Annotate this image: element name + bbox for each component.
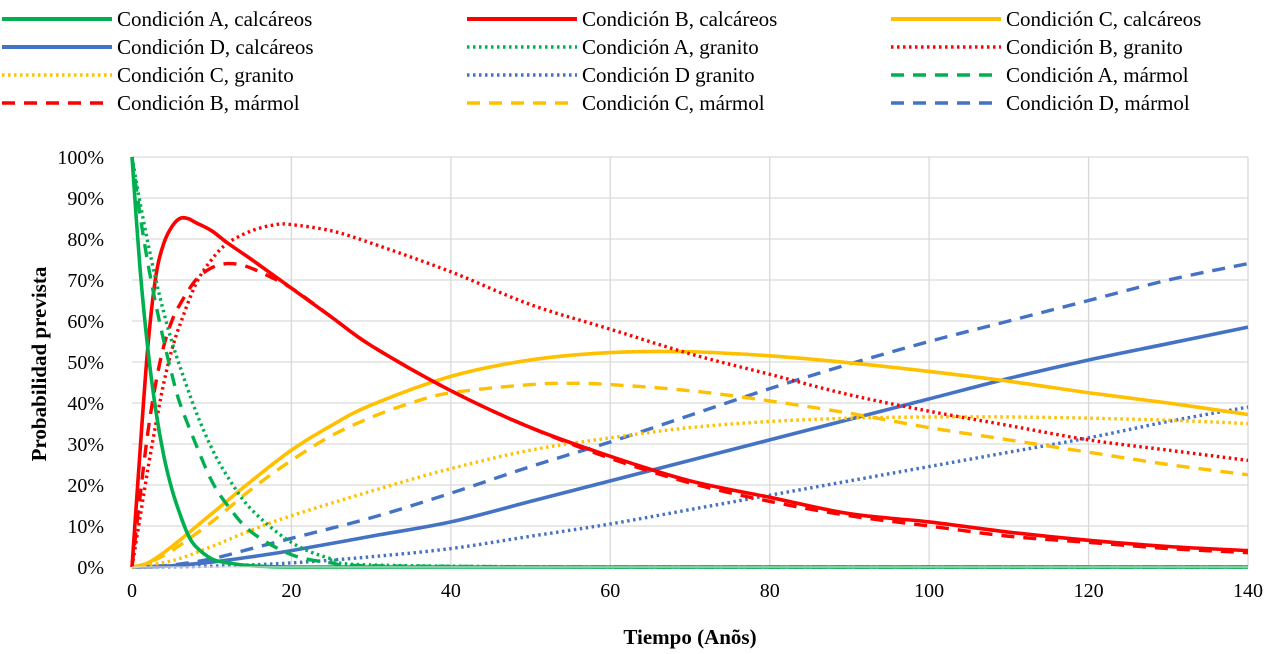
legend-entry-condicion-c-calcareos: Condición C, calcáreos: [891, 7, 1201, 31]
legend-label: Condición A, calcáreos: [117, 7, 312, 31]
y-tick-label: 20%: [67, 475, 104, 497]
chart-axes: 0% 10% 20% 30% 40% 50% 60% 70% 80% 90% 100% 0 20 40 60…: [57, 147, 1263, 602]
legend-label: Condición A, granito: [582, 35, 759, 59]
y-tick-label: 0%: [77, 557, 104, 579]
y-tick-label: 50%: [67, 352, 104, 374]
series-line-condicion-d-granito: [131, 405, 1249, 569]
legend-label: Condición B, calcáreos: [582, 7, 777, 31]
x-tick-label: 80: [760, 580, 780, 602]
legend-label: Condición A, mármol: [1006, 63, 1189, 87]
chart-legend: Condición A, calcáreos Condición B, calcá…: [2, 7, 1201, 115]
y-tick-label: 70%: [67, 270, 104, 292]
series-line-condicion-d-calcareos: [131, 325, 1249, 569]
series-line-condicion-d-marmol: [131, 261, 1249, 569]
legend-entry-condicion-a-calcareos: Condición A, calcáreos: [2, 7, 312, 31]
series-line-condicion-a-marmol: [130, 156, 1248, 569]
legend-entry-condicion-a-marmol: Condición A, mármol: [891, 63, 1189, 87]
legend-label: Condición B, mármol: [117, 91, 300, 115]
series-line-condicion-b-granito: [130, 222, 1249, 568]
x-tick-label: 20: [281, 580, 301, 602]
y-tick-label: 40%: [67, 393, 104, 415]
x-tick-label: 140: [1233, 580, 1263, 602]
x-tick-label: 60: [600, 580, 620, 602]
legend-entry-condicion-a-granito: Condición A, granito: [467, 35, 759, 59]
y-tick-label: 60%: [67, 311, 104, 333]
legend-entry-condicion-b-marmol: Condición B, mármol: [2, 91, 300, 115]
y-tick-label: 10%: [67, 516, 104, 538]
series-line-condicion-c-calcareos: [131, 349, 1249, 569]
series-line-condicion-c-marmol: [131, 381, 1249, 569]
legend-entry-condicion-d-granito: Condición D granito: [467, 63, 755, 87]
legend-entry-condicion-d-calcareos: Condición D, calcáreos: [2, 35, 314, 59]
legend-label: Condición C, granito: [117, 63, 294, 87]
series-line-condicion-b-marmol: [130, 261, 1249, 568]
series-line-condicion-a-granito: [130, 156, 1248, 569]
legend-entry-condicion-c-marmol: Condición C, mármol: [467, 91, 765, 115]
x-tick-label: 40: [441, 580, 461, 602]
x-tick-label: 100: [914, 580, 944, 602]
x-tick-label: 0: [127, 580, 137, 602]
legend-label: Condición D, calcáreos: [117, 35, 314, 59]
x-tick-label: 120: [1074, 580, 1104, 602]
legend-label: Condición D granito: [582, 63, 755, 87]
legend-label: Condición C, calcáreos: [1006, 7, 1201, 31]
y-axis-title: Probabilidad prevista: [27, 266, 51, 461]
legend-label: Condición B, granito: [1006, 35, 1183, 59]
y-tick-label: 90%: [67, 188, 104, 210]
y-tick-label: 80%: [67, 229, 104, 251]
legend-label: Condición C, mármol: [582, 91, 765, 115]
legend-entry-condicion-b-calcareos: Condición B, calcáreos: [467, 7, 777, 31]
x-axis-title: Tiempo (Anõs): [623, 625, 756, 649]
legend-entry-condicion-b-granito: Condición B, granito: [891, 35, 1183, 59]
legend-label: Condición D, mármol: [1006, 91, 1190, 115]
y-tick-label: 30%: [67, 434, 104, 456]
legend-entry-condicion-c-granito: Condición C, granito: [2, 63, 294, 87]
series-layer: [130, 156, 1249, 569]
legend-entry-condicion-d-marmol: Condición D, mármol: [891, 91, 1190, 115]
y-tick-label: 100%: [57, 147, 104, 169]
